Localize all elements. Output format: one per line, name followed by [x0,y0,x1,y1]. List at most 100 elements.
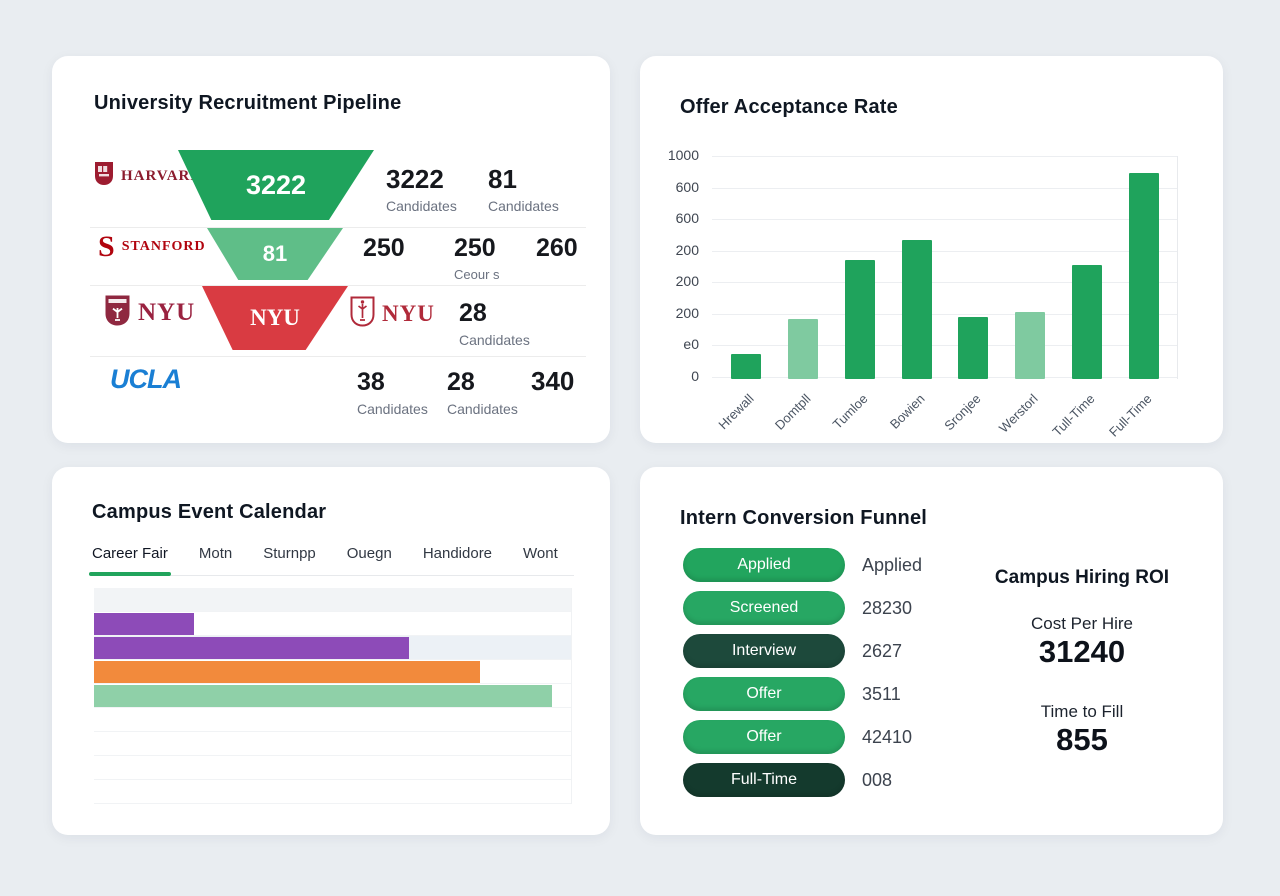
stage-pill-offer[interactable]: Offer [683,677,845,711]
tab-ouegn[interactable]: Ouegn [346,545,392,562]
harvard-wordmark: HARVARD [121,167,203,184]
stat-value: 81 [488,164,517,194]
stage-value: 28230 [862,597,913,618]
calendar-gantt-area [94,588,572,804]
roi-metric-label: Cost Per Hire [1030,614,1134,633]
bar-Tumloe [845,260,875,379]
funnel-title: Intern Conversion Funnel [680,507,928,529]
stanford-logo: S STANFORD [98,232,206,262]
calendar-row [94,708,571,732]
stage-pill-interview[interactable]: Interview [683,634,845,668]
acceptance-title: Offer Acceptance Rate [680,96,898,118]
stanford-s-icon: S [98,230,115,263]
stat-value: 38 [357,368,385,396]
x-axis-tick-label: Full-Time [1106,391,1155,440]
row-divider [90,356,586,357]
stat-value: 340 [531,366,575,396]
y-gridline [712,251,1177,252]
stage-value: 3511 [862,683,901,704]
stat-value: 260 [536,234,578,262]
y-axis-tick-label: 600 [675,210,699,226]
stat-value: 250 [363,234,405,262]
row-divider [90,227,586,228]
stage-pill-screened[interactable]: Screened [683,591,845,625]
ucla-wordmark: UCLA [110,364,182,394]
calendar-tab-bar: Career Fair Motn Sturnpp Ouegn Handidore Wont [89,545,574,576]
x-axis-tick-label: Werstorl [995,391,1041,436]
funnel-segment-1-value: 3222 [245,169,307,200]
funnel-stage-row: Full-Time 008 [683,763,922,797]
y-axis-tick-label: 0 [691,368,699,384]
y-gridline [712,188,1177,189]
stat-block: 250 Ceour s [454,234,500,283]
stage-value: 008 [862,769,893,790]
bar-Tull-Time [1072,265,1102,379]
y-axis-tick-label: e0 [683,336,699,352]
funnel-stage-row: Offer 3511 [683,677,922,711]
x-axis-tick-label: Tull-Time [1049,391,1098,440]
event-bar [94,613,195,635]
calendar-row [94,756,571,780]
stat-label: Candidates [447,401,518,417]
intern-conversion-funnel-card: Intern Conversion Funnel Applied Applied S… [640,467,1223,835]
stage-pill-offer[interactable]: Offer [683,720,845,754]
funnel-stage-list: Applied Applied Screened 28230 Interview 2627… [683,548,922,797]
event-bar [94,661,481,683]
calendar-row [94,660,571,684]
y-axis-tick-label: 200 [675,273,699,289]
funnel-stage-row: Applied Applied [683,548,922,582]
campus-event-calendar-card: Campus Event Calendar Career Fair Motn Stu… [52,467,610,835]
y-axis-tick-label: 200 [675,242,699,258]
y-axis-tick-label: 600 [675,179,699,195]
stat-block: 260 [536,236,578,261]
stat-value: 28 [447,368,475,396]
nyu-logo: NYU [104,294,195,332]
tab-sturnpp[interactable]: Sturnpp [263,545,316,562]
stanford-wordmark: STANFORD [121,239,206,254]
stat-value: 28 [459,299,487,327]
stat-label: Ceour s [454,267,500,282]
calendar-row [94,612,571,636]
bar-chart-plot-area: 1000 600 600 200 200 200 e0 0 Hrewall Domtpll Tuml… [668,147,1178,440]
y-gridline [712,282,1177,283]
stat-label: Candidates [459,332,530,348]
y-gridline [712,377,1177,378]
roi-title: Campus Hiring ROI [994,567,1170,588]
stage-value: 2627 [862,640,903,661]
bar-Domtpll [788,319,818,379]
calendar-row [94,684,571,708]
tab-wont[interactable]: Wont [523,545,558,562]
nyu-secondary-logo: NYU [350,296,435,332]
tab-career-fair[interactable]: Career Fair [89,545,171,576]
stat-block: 340 [531,368,574,394]
campus-hiring-roi-panel: Campus Hiring ROI Cost Per Hire 31240 Ti… [962,567,1202,757]
y-gridline [712,345,1177,346]
y-axis-tick-label: 1000 [667,147,699,163]
calendar-row [94,636,571,660]
x-axis-tick-label: Hrewall [715,391,757,433]
nyu-torch-shield-icon [350,296,375,332]
x-axis-tick-label: Tumloe [829,391,871,432]
bar-Full-Time [1129,173,1159,379]
harvard-shield-icon [94,161,114,191]
stat-label: Candidates [386,198,457,214]
funnel-stage-row: Offer 42410 [683,720,922,754]
funnel-stage-row: Interview 2627 [683,634,922,668]
tab-handidore[interactable]: Handidore [422,545,493,562]
tab-motn[interactable]: Motn [198,545,233,562]
nyu-secondary-wordmark: NYU [382,301,435,326]
stat-value: 3222 [386,164,444,194]
stat-value: 250 [454,234,496,262]
stage-pill-full-time[interactable]: Full-Time [683,763,845,797]
stat-block: 28 Candidates [447,368,518,418]
stat-block: 28 Candidates [459,299,530,349]
funnel-segment-2: 81 [207,228,343,280]
roi-metric-label: Time to Fill [1040,701,1124,721]
ucla-logo: UCLA [110,364,182,395]
stage-pill-applied[interactable]: Applied [683,548,845,582]
y-gridline [712,314,1177,315]
y-gridline [712,156,1177,157]
funnel-segment-2-value: 81 [262,241,288,266]
funnel-segment-1: 3222 [178,150,374,220]
university-recruitment-pipeline-card: University Recruitment Pipeline HARVARD … [52,56,610,443]
